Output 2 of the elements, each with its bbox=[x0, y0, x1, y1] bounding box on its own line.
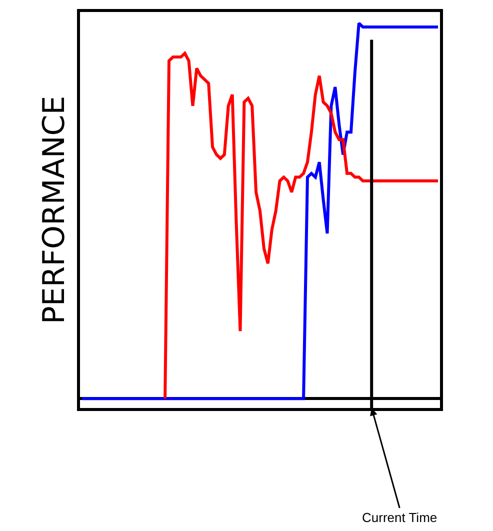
y-axis-title: PERFORMANCE bbox=[37, 96, 72, 324]
text: Current Time bbox=[362, 510, 438, 525]
